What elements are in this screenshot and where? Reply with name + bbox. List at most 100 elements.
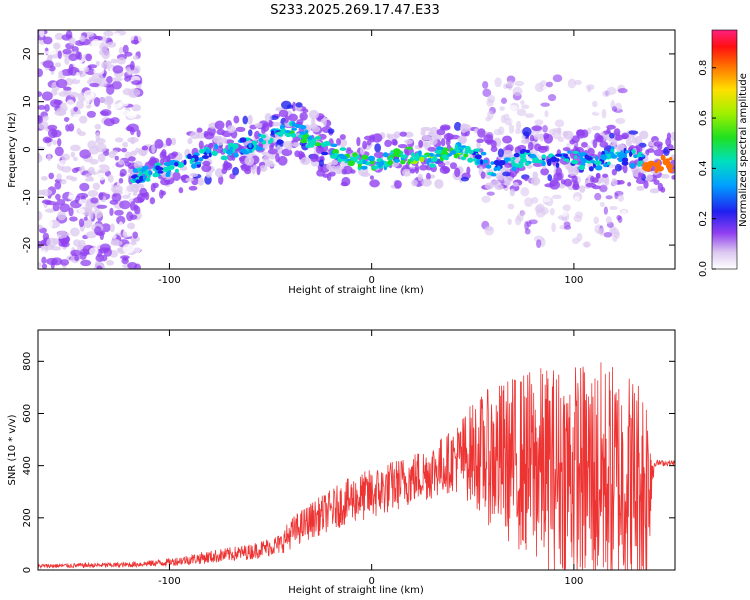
heatmap-cell <box>183 159 187 166</box>
heatmap-cell <box>107 104 112 110</box>
heatmap-cell <box>68 63 74 72</box>
heatmap-cell <box>646 174 654 181</box>
heatmap-cell <box>529 134 535 142</box>
heatmap-cell <box>214 143 219 150</box>
heatmap-cell <box>41 249 47 257</box>
colorbar-tick-label: 0.8 <box>698 60 709 76</box>
heatmap-cell <box>128 156 136 162</box>
heatmap-cell <box>78 131 86 137</box>
heatmap-cell <box>290 132 297 138</box>
heatmap-cell <box>434 179 444 189</box>
heatmap-cell <box>418 139 424 148</box>
heatmap-cell <box>548 128 556 136</box>
heatmap-cell <box>54 181 62 190</box>
heatmap-cell <box>76 100 85 110</box>
heatmap-cell <box>399 131 407 137</box>
heatmap-cell <box>201 154 210 159</box>
heatmap-cell <box>87 190 99 197</box>
heatmap-cell <box>402 168 412 177</box>
heatmap-cell <box>480 151 487 156</box>
heatmap-cell <box>460 156 466 161</box>
heatmap-cell <box>118 159 125 165</box>
heatmap-cell <box>421 178 432 187</box>
heatmap-cell <box>382 152 389 158</box>
heatmap-cell <box>95 254 105 262</box>
heatmap-cell <box>69 227 80 237</box>
heatmap-cell <box>601 108 607 119</box>
heatmap-cell <box>436 146 444 151</box>
heatmap-cell <box>198 140 204 150</box>
heatmap-cell <box>46 220 53 228</box>
y-tick-label: 0 <box>22 567 33 573</box>
heatmap-cell <box>111 184 123 194</box>
heatmap-cell <box>126 211 134 222</box>
heatmap-cell <box>89 247 99 256</box>
heatmap-cell <box>58 159 71 167</box>
colorbar-gradient <box>711 29 738 270</box>
heatmap-cell <box>78 115 88 124</box>
heatmap-cell <box>384 139 392 148</box>
heatmap-cell <box>95 60 100 67</box>
heatmap-cell <box>232 143 239 150</box>
heatmap-cell <box>80 123 89 133</box>
heatmap-cell <box>173 162 179 167</box>
heatmap-cell <box>258 138 264 142</box>
heatmap-cell <box>57 50 63 60</box>
heatmap-cell <box>126 69 134 75</box>
heatmap-cell <box>624 150 630 154</box>
heatmap-cell <box>138 171 142 177</box>
heatmap-cell <box>631 137 638 144</box>
heatmap-cell <box>130 175 137 179</box>
heatmap-cell <box>541 217 549 228</box>
heatmap-cell <box>512 182 519 187</box>
heatmap-cell <box>555 153 563 157</box>
heatmap-cell <box>94 123 102 130</box>
y-tick-label: 20 <box>22 48 33 61</box>
heatmap-cell <box>299 111 308 121</box>
heatmap-cell <box>307 136 313 141</box>
heatmap-cell <box>454 167 461 178</box>
heatmap-cell <box>595 164 603 171</box>
heatmap-cell <box>152 172 159 178</box>
heatmap-cell <box>612 139 618 146</box>
heatmap-cell <box>118 100 129 107</box>
heatmap-cell <box>176 162 185 168</box>
heatmap-cell <box>392 148 401 155</box>
heatmap-cell <box>504 117 514 126</box>
heatmap-cell <box>45 49 58 55</box>
heatmap-cell <box>54 62 62 68</box>
heatmap-cell <box>121 147 128 153</box>
heatmap-cell <box>647 160 655 166</box>
heatmap-cell <box>291 101 297 112</box>
heatmap-cell <box>93 97 101 107</box>
heatmap-cell <box>78 208 86 214</box>
heatmap-cell <box>625 137 633 147</box>
heatmap-cell <box>74 59 83 68</box>
heatmap-cell <box>546 122 553 129</box>
heatmap-cell <box>175 168 179 173</box>
heatmap-cell <box>500 97 508 104</box>
heatmap-cell <box>159 189 164 199</box>
heatmap-cell <box>318 159 325 167</box>
heatmap-cell <box>232 166 240 176</box>
heatmap-cell <box>276 139 283 145</box>
heatmap-cell <box>584 242 590 248</box>
heatmap-cell <box>41 263 48 269</box>
heatmap-cell <box>322 116 327 127</box>
heatmap-cell <box>64 55 70 66</box>
heatmap-cell <box>95 172 106 181</box>
heatmap-cell <box>429 135 438 146</box>
heatmap-cell <box>528 219 538 225</box>
y-tick-label: -20 <box>22 237 33 253</box>
heatmap-cell <box>264 162 276 168</box>
heatmap-cell <box>520 100 525 105</box>
heatmap-cell <box>239 148 248 154</box>
heatmap-cell <box>129 201 136 211</box>
heatmap-cell <box>56 230 68 239</box>
heatmap-cell <box>220 155 228 161</box>
snr-y-label: SNR (10 * v/v) <box>7 414 18 485</box>
heatmap-cell <box>40 189 53 196</box>
heatmap-cell <box>588 166 594 172</box>
heatmap-cell <box>55 193 61 201</box>
